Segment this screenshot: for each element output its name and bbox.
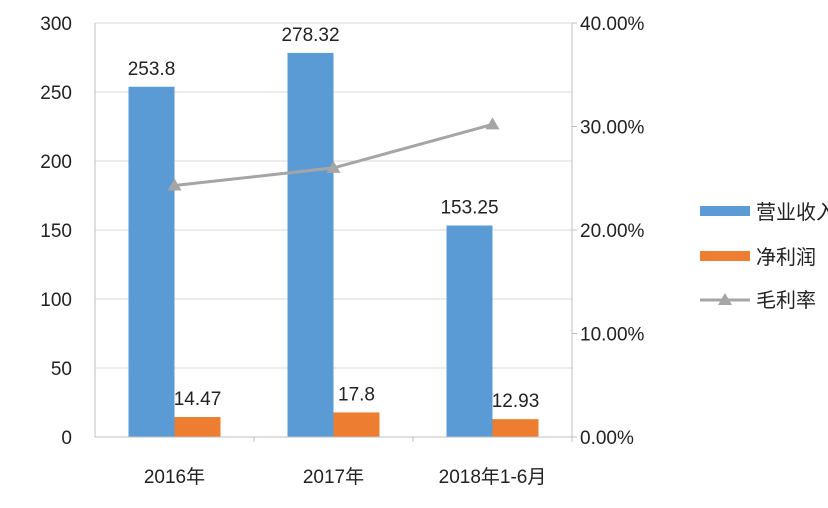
x-axis: 2016年 2017年 2018年1-6月: [95, 436, 573, 488]
legend-swatch-net-profit: [700, 251, 750, 261]
left-tick-label: 150: [40, 221, 72, 242]
bar-series: [128, 52, 539, 438]
right-tick-label: 30.00%: [580, 118, 645, 139]
bar-revenue: [128, 86, 175, 438]
data-label: 17.8: [338, 384, 375, 405]
data-label: 153.25: [440, 198, 498, 219]
left-tick-label: 300: [40, 14, 72, 35]
left-tick-label: 100: [40, 290, 72, 311]
data-label: 253.8: [128, 59, 176, 80]
data-label: 14.47: [174, 389, 222, 410]
legend-marker-gross-margin: [718, 293, 732, 305]
left-tick-label: 0: [61, 428, 72, 449]
bar-revenue: [287, 52, 334, 438]
data-label: 278.32: [281, 25, 339, 46]
legend: 营业收入 净利润 毛利率: [700, 201, 828, 312]
x-tick-label: 2018年1-6月: [439, 466, 547, 488]
right-y-axis: 0.00% 10.00% 20.00% 30.00% 40.00%: [571, 14, 645, 449]
legend-label-revenue: 营业收入: [756, 201, 828, 224]
left-y-axis: 0 50 100 150 200 250 300: [40, 14, 96, 449]
data-labels: 253.8 14.47 278.32 17.8 153.25 12.93: [128, 25, 540, 412]
bar-net-profit: [492, 419, 539, 437]
line-point-gross-margin: [167, 178, 182, 191]
right-tick-label: 0.00%: [580, 428, 634, 449]
right-tick-label: 10.00%: [580, 325, 645, 346]
left-tick-label: 50: [51, 359, 72, 380]
line-series: [167, 117, 500, 191]
bar-revenue: [446, 225, 493, 437]
right-tick-label: 20.00%: [580, 221, 645, 242]
left-tick-label: 250: [40, 83, 72, 104]
data-label: 12.93: [492, 391, 540, 412]
left-tick-label: 200: [40, 152, 72, 173]
bar-net-profit: [333, 412, 380, 437]
legend-swatch-revenue: [700, 206, 750, 216]
right-tick-label: 40.00%: [580, 14, 645, 35]
x-tick-label: 2016年: [144, 466, 205, 488]
bar-net-profit: [174, 417, 221, 437]
legend-label-gross-margin: 毛利率: [756, 289, 816, 312]
line-point-gross-margin: [326, 160, 341, 173]
line-point-gross-margin: [485, 117, 500, 130]
legend-label-net-profit: 净利润: [756, 246, 816, 269]
x-tick-label: 2017年: [303, 466, 364, 488]
